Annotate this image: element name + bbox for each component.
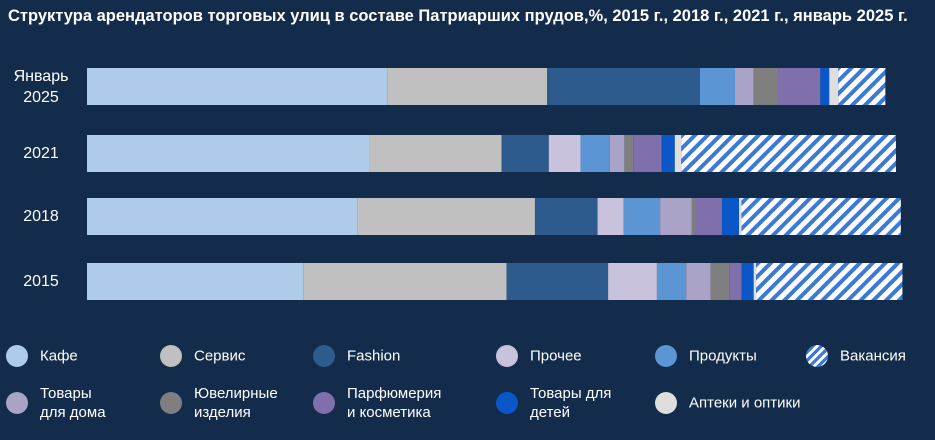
bar-segment-январь-2025-4	[700, 68, 735, 105]
bar-segment-2018-9	[739, 198, 742, 235]
legend-marker	[313, 392, 335, 414]
bar-segment-январь-2025-7	[778, 68, 821, 105]
bar-segment-2021-0	[87, 135, 370, 172]
bar-segment-2021-7	[633, 135, 662, 172]
legend-marker	[496, 392, 518, 414]
bar-segment-январь-2025-0	[87, 68, 388, 105]
bar-segment-январь-2025-9	[829, 68, 839, 105]
legend-label: Парфюмерия и косметика	[347, 385, 442, 421]
bar-segment-2018-0	[87, 198, 358, 235]
bar-segment-январь-2025-10	[838, 68, 886, 105]
bar-segment-2021-10	[681, 135, 896, 172]
bar-segment-2015-1	[303, 263, 507, 300]
bar-segment-2018-1	[357, 198, 535, 235]
bar-segment-2018-2	[534, 198, 598, 235]
bar-segment-2015-4	[656, 263, 687, 300]
legend-label: Аптеки и оптики	[689, 394, 801, 412]
legend-marker	[6, 345, 28, 367]
legend-label: Продукты	[689, 347, 757, 365]
bar-segment-2018-3	[597, 198, 624, 235]
bar-segment-2018-5	[660, 198, 692, 235]
bar-segment-2015-0	[87, 263, 304, 300]
bar-segment-2021-3	[548, 135, 581, 172]
bar-segment-2015-8	[741, 263, 754, 300]
bar-segment-2018-4	[623, 198, 661, 235]
legend-label: Вакансия	[840, 347, 906, 365]
bar-segment-2015-10	[756, 263, 903, 300]
bar-segment-2018-6	[691, 198, 696, 235]
bar-segment-2015-6	[710, 263, 730, 300]
category-label: 2018	[23, 208, 59, 225]
bar-segment-2021-9	[674, 135, 682, 172]
legend-marker	[160, 392, 182, 414]
bar-segment-январь-2025-5	[734, 68, 754, 105]
bar-segment-2015-7	[729, 263, 742, 300]
legend-label: Прочее	[530, 347, 582, 365]
bar-segment-2021-5	[609, 135, 625, 172]
legend-marker	[6, 392, 28, 414]
legend-marker	[160, 345, 182, 367]
legend-label: Fashion	[347, 347, 401, 365]
legend-label: Ювелирные изделия	[194, 385, 278, 421]
legend-marker	[655, 345, 677, 367]
legend-label: Кафе	[40, 347, 78, 365]
bar-segment-январь-2025-6	[753, 68, 779, 105]
chart-title: Структура арендаторов торговых улиц в со…	[8, 7, 908, 25]
bar-segment-2021-1	[369, 135, 502, 172]
bar-segment-2021-8	[661, 135, 675, 172]
legend-label: Товары для дома	[40, 385, 106, 421]
category-label: 2021	[23, 145, 59, 162]
category-label: Январь 2025	[13, 67, 69, 106]
bar-segment-2021-4	[580, 135, 610, 172]
bar-segment-2021-2	[501, 135, 549, 172]
legend-marker	[806, 345, 828, 367]
bar-segment-2015-3	[608, 263, 657, 300]
bar-segment-2015-2	[506, 263, 609, 300]
bar-segment-2015-9	[753, 263, 757, 300]
bar-segment-январь-2025-8	[820, 68, 830, 105]
bar-segment-январь-2025-2	[547, 68, 700, 105]
bar-segment-2021-6	[624, 135, 634, 172]
bar-segment-январь-2025-1	[387, 68, 548, 105]
bar-segment-2018-7	[695, 198, 722, 235]
bar-segment-2015-5	[686, 263, 711, 300]
legend-marker	[655, 392, 677, 414]
legend-label: Товары для детей	[530, 385, 612, 421]
bar-segment-2018-10	[741, 198, 901, 235]
legend-label: Сервис	[194, 347, 246, 365]
legend-marker	[313, 345, 335, 367]
legend-marker	[496, 345, 518, 367]
category-label: 2015	[23, 273, 59, 290]
bar-segment-2018-8	[721, 198, 740, 235]
